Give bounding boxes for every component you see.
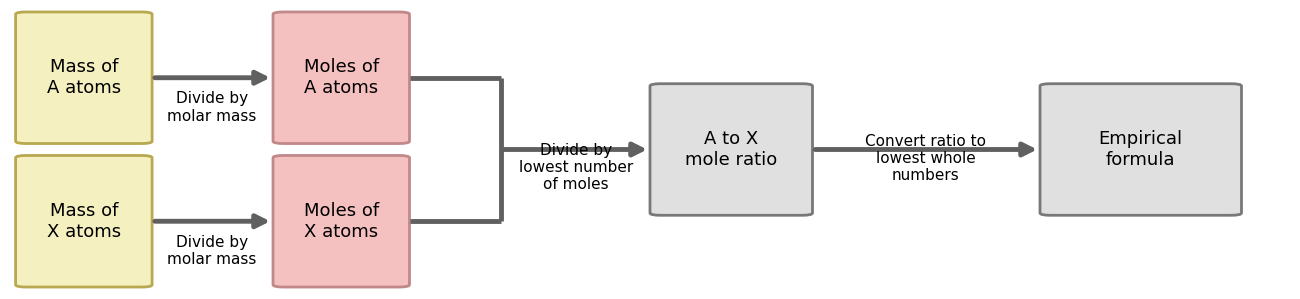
Text: Moles of
X atoms: Moles of X atoms [304, 202, 378, 241]
Text: Mass of
X atoms: Mass of X atoms [47, 202, 121, 241]
Text: Divide by
molar mass: Divide by molar mass [168, 235, 256, 267]
Text: A to X
mole ratio: A to X mole ratio [685, 130, 777, 169]
FancyBboxPatch shape [273, 155, 410, 287]
Text: Convert ratio to
lowest whole
numbers: Convert ratio to lowest whole numbers [864, 134, 987, 183]
Text: Divide by
lowest number
of moles: Divide by lowest number of moles [519, 143, 633, 192]
Text: Empirical
formula: Empirical formula [1098, 130, 1183, 169]
Text: Divide by
molar mass: Divide by molar mass [168, 91, 256, 124]
FancyBboxPatch shape [16, 155, 152, 287]
FancyBboxPatch shape [16, 12, 152, 144]
Text: Mass of
A atoms: Mass of A atoms [47, 58, 121, 97]
FancyBboxPatch shape [1040, 84, 1242, 215]
FancyBboxPatch shape [273, 12, 410, 144]
FancyBboxPatch shape [650, 84, 812, 215]
Text: Moles of
A atoms: Moles of A atoms [304, 58, 378, 97]
